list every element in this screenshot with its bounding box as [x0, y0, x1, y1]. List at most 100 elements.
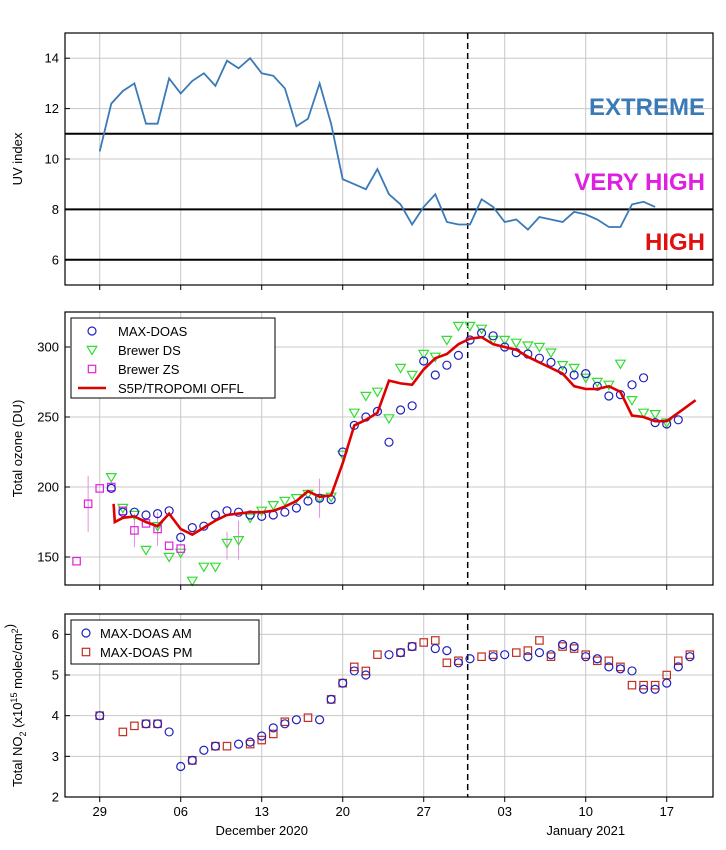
no2-point-square [454, 656, 463, 666]
no2-point-circle [187, 755, 197, 766]
ozone-point-triangle-down [637, 408, 650, 419]
ozone-point-triangle-down [510, 338, 523, 349]
x-tick-label: 03 [497, 804, 511, 819]
no2-point-circle [257, 731, 267, 741]
no2-point-circle [662, 678, 672, 688]
no2-point-square [477, 652, 486, 662]
ozone-point-triangle-down [163, 552, 175, 563]
no2-point-circle [592, 654, 602, 664]
no2-point-circle [500, 650, 510, 660]
uv-category-label: EXTREME [589, 94, 705, 121]
y-tick-label: 8 [52, 202, 59, 217]
ozone-point-triangle-down [174, 548, 187, 559]
ozone-point-triangle-down [579, 373, 592, 384]
no2-point-square [130, 721, 139, 731]
ozone-point-circle [280, 507, 290, 517]
ozone-point-triangle-down [660, 418, 673, 429]
ozone-point-triangle-down [360, 391, 372, 402]
ozone-point-triangle-down [198, 562, 210, 573]
y-axis-label: Total ozone (DU) [10, 400, 25, 498]
no2-point-circle [465, 654, 475, 664]
y-axis-label: Total NO2 (x1015 molec/cm2) [2, 624, 28, 787]
legend-marker [87, 364, 97, 374]
ozone-point-circle [384, 437, 394, 447]
no2-point-circle [557, 639, 568, 650]
ozone-point-circle [419, 356, 429, 366]
no2-point-circle [361, 670, 371, 680]
y-tick-label: 5 [52, 668, 59, 683]
no2-point-square [222, 741, 232, 751]
no2-point-square [569, 644, 579, 653]
ozone-point-triangle-down [452, 321, 465, 332]
y-axis-label-part: ) [2, 624, 17, 628]
x-tick-label: 06 [173, 804, 187, 819]
no2-point-circle [176, 761, 186, 772]
y-tick-label: 4 [52, 708, 59, 723]
ozone-point-circle [604, 391, 614, 401]
y-tick-label: 12 [45, 101, 59, 116]
ozone-point-triangle-down [614, 359, 627, 370]
y-tick-label: 10 [45, 152, 59, 167]
legend: MAX-DOAS Brewer DS Brewer ZS S5P/TROPOMI OF… [70, 317, 276, 399]
ozone-point-circle [453, 350, 464, 360]
legend-marker [81, 628, 91, 638]
y-tick-label: 6 [52, 252, 59, 267]
ozone-point-triangle-down [556, 361, 569, 371]
no2-point-square [419, 638, 429, 647]
legend-box [70, 317, 276, 399]
no2-point-circle [685, 652, 695, 662]
no2-point-square [673, 656, 683, 666]
no2-point-circle [233, 739, 244, 749]
no2-point-circle [349, 666, 359, 676]
no2-point-square [349, 662, 359, 672]
ozone-point-triangle-down [533, 342, 546, 353]
no2-point-square [118, 727, 128, 737]
no2-point-circle [95, 711, 105, 721]
ozone-point-triangle-down [406, 370, 418, 381]
y-tick-label: 14 [45, 51, 59, 66]
no2-point-circle [546, 650, 556, 660]
no2-point-square [616, 662, 625, 672]
ozone-point-triangle-down [649, 410, 661, 420]
ozone-point-circle [303, 496, 313, 506]
legend-marker [86, 345, 98, 356]
y-axis-label-part: (x10 [10, 703, 25, 732]
ozone-point-circle [673, 415, 683, 425]
ozone-point-triangle-down [232, 535, 245, 546]
no2-point-circle [615, 664, 626, 674]
x-tick-label: 10 [578, 804, 592, 819]
x-axis-month-label: January 2021 [546, 823, 625, 838]
y-axis-label-part: 2 [10, 628, 20, 633]
legend-label: Brewer DS [118, 343, 181, 358]
no2-point-circle [534, 648, 545, 658]
ozone-point-circle [638, 373, 649, 383]
ozone-point-triangle-down [244, 513, 256, 524]
no2-point-circle [291, 715, 302, 725]
y-tick-label: 200 [37, 480, 59, 495]
ozone-point-triangle-down [383, 414, 395, 425]
x-tick-label: 17 [659, 804, 673, 819]
no2-point-circle [164, 727, 174, 737]
no2-point-square [373, 650, 382, 659]
y-tick-label: 250 [37, 410, 59, 425]
no2-point-circle [604, 662, 614, 672]
no2-point-square [558, 642, 567, 651]
no2-point-circle [141, 719, 151, 729]
ozone-point-circle [141, 510, 151, 520]
ozone-point-circle [581, 369, 591, 379]
ozone-point-circle [210, 510, 221, 520]
y-tick-label: 3 [52, 749, 59, 764]
ozone-point-square [130, 526, 139, 535]
ozone-point-circle [176, 532, 186, 543]
ozone-point-circle [627, 380, 637, 390]
no2-point-circle [442, 645, 452, 656]
x-tick-label: 13 [254, 804, 268, 819]
x-tick-label: 20 [335, 804, 349, 819]
panel-1: 6 8 10 12 14 EXTREME VERY HIGH HIGH UV index [10, 32, 714, 290]
no2-point-circle [407, 641, 417, 652]
no2-point-circle [569, 641, 579, 652]
no2-point-circle [326, 694, 336, 705]
no2-point-circle [638, 684, 649, 694]
no2-point-circle [627, 666, 637, 676]
